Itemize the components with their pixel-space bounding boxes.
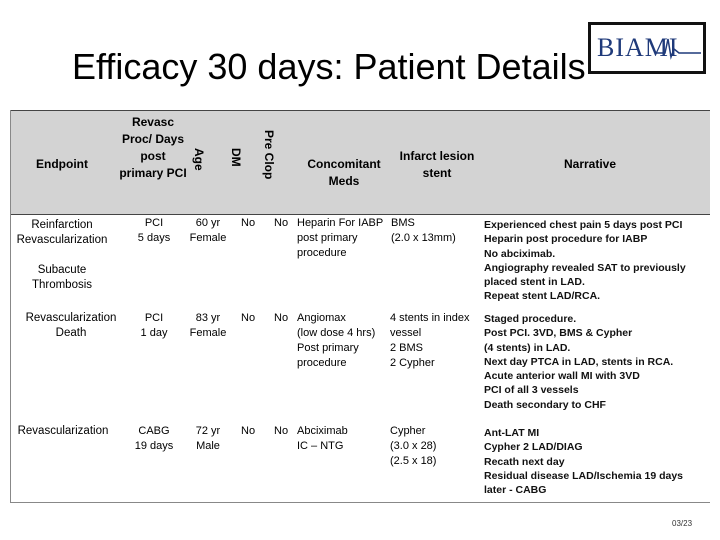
row3-meds: Abciximab IC – NTG (297, 425, 348, 452)
row1-narrative: Experienced chest pain 5 days post PCI H… (484, 219, 686, 303)
table-bottom-rule (10, 502, 710, 503)
row3-stent: Cypher (3.0 x 28) (2.5 x 18) (390, 425, 437, 467)
row1-dm: No (241, 217, 256, 229)
row1-meds: Heparin For IABP post primary procedure (297, 217, 384, 259)
row2-age: 83 yr Female (189, 312, 227, 339)
biami-logo: BIAMI (588, 22, 706, 74)
row2-meds: Angiomax (low dose 4 hrs) Post primary p… (297, 312, 376, 369)
header-revasc: Revasc Proc/ Days post primary PCI (119, 115, 187, 180)
header-top-rule (10, 110, 710, 111)
header-bottom-rule (10, 214, 710, 215)
header-pre-clop: Pre Clop (262, 130, 276, 180)
row3-age: 72 yr Male (195, 425, 221, 452)
row3-dm: No (241, 425, 256, 437)
slide-title: Efficacy 30 days: Patient Details (72, 46, 586, 87)
row2-stent: 4 stents in index vessel 2 BMS 2 Cypher (390, 312, 470, 369)
row1-stent: BMS (2.0 x 13mm) (391, 217, 456, 244)
row1-pre-clop: No (274, 217, 289, 229)
header-narrative: Narrative (563, 157, 617, 171)
row3-endpoint: Revascularization (17, 425, 109, 437)
logo-text: BIAMI (597, 33, 679, 62)
row3-revasc: CABG 19 days (134, 425, 174, 452)
row3-pre-clop: No (274, 425, 289, 437)
header-age: Age (192, 148, 206, 171)
row3-narrative: Ant-LAT MI Cypher 2 LAD/DIAG Recath next… (484, 427, 684, 497)
row2-pre-clop: No (274, 312, 289, 324)
row1-revasc: PCI 5 days (137, 217, 171, 244)
page-number: 03/23 (672, 519, 693, 528)
header-concomitant-meds: Concomitant Meds (307, 157, 381, 188)
row2-narrative: Staged procedure. Post PCI. 3VD, BMS & C… (484, 313, 674, 411)
row1-age: 60 yr Female (189, 217, 227, 244)
row2-endpoint: Revascularization Death (25, 312, 117, 339)
row2-revasc: PCI 1 day (140, 312, 168, 339)
row2-dm: No (241, 312, 256, 324)
row1-endpoint: Reinfarction Revascularization Subacute … (16, 219, 108, 291)
table-header-band (10, 110, 710, 214)
table-left-rule (10, 110, 11, 502)
header-infarct-stent: Infarct lesion stent (399, 149, 475, 180)
header-endpoint: Endpoint (36, 157, 88, 171)
ecg-wave-icon (655, 38, 701, 60)
header-dm: DM (229, 148, 243, 167)
